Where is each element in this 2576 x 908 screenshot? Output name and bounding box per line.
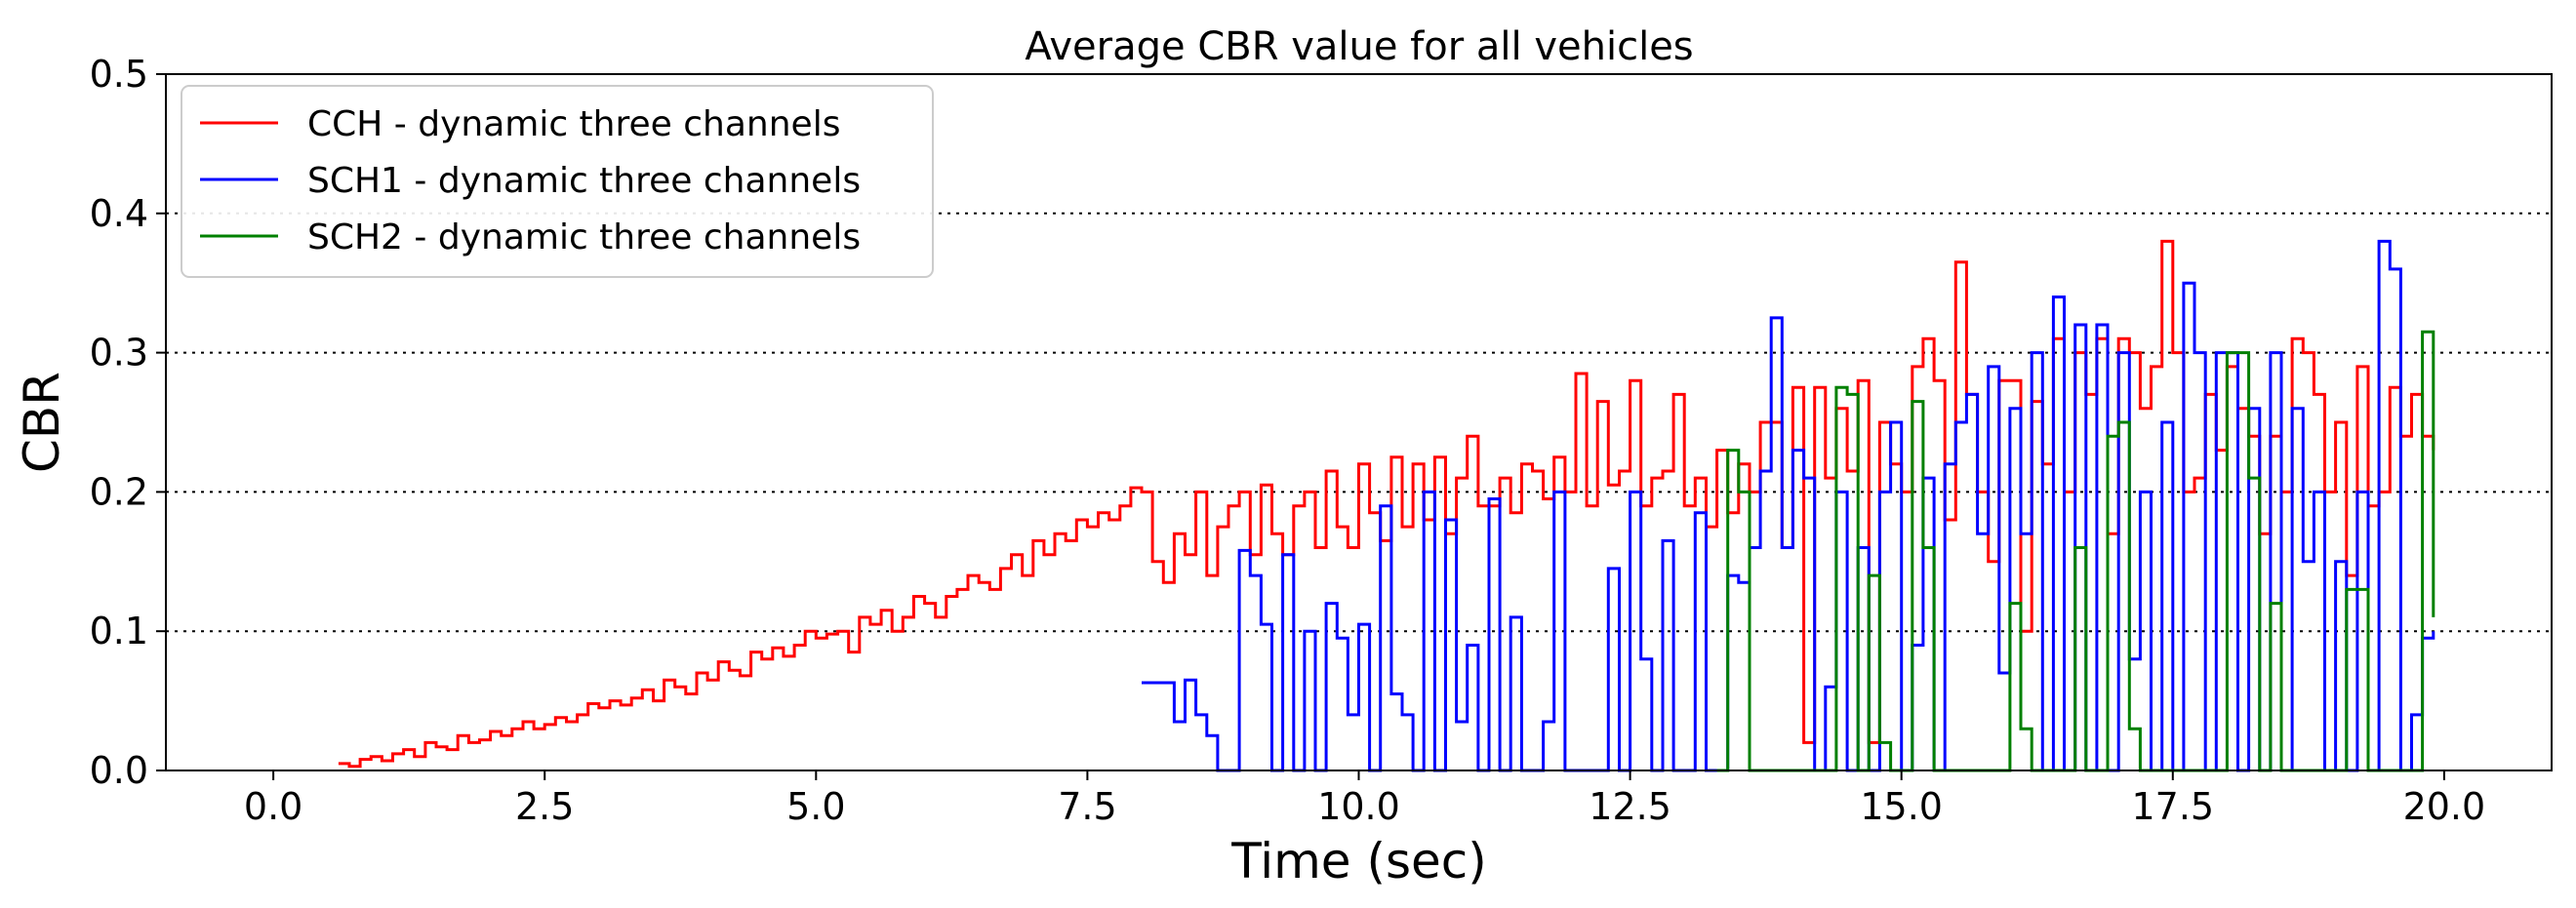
- series-sch1-line: [1142, 239, 2435, 772]
- x-tick-label: 20.0: [2403, 785, 2486, 828]
- y-tick-label: 0.4: [90, 192, 148, 235]
- legend-label-sch2: SCH2 - dynamic three channels: [307, 217, 861, 257]
- legend-label-cch: CCH - dynamic three channels: [307, 104, 840, 144]
- x-tick-label: 7.5: [1058, 785, 1116, 828]
- legend-box: [181, 85, 934, 278]
- x-tick-label: 5.0: [786, 785, 845, 828]
- x-tick-label: 15.0: [1860, 785, 1943, 828]
- legend: CCH - dynamic three channels SCH1 - dyna…: [181, 85, 934, 278]
- y-tick-label: 0.0: [90, 749, 148, 792]
- x-tick-label: 10.0: [1317, 785, 1400, 828]
- x-tick-label: 0.0: [244, 785, 302, 828]
- y-tick-label: 0.1: [90, 610, 148, 652]
- x-axis-label: Time (sec): [1230, 833, 1487, 889]
- y-axis-label: CBR: [14, 372, 70, 473]
- x-tick-label: 12.5: [1589, 785, 1671, 828]
- series-layer: [338, 239, 2435, 772]
- legend-label-sch1: SCH1 - dynamic three channels: [307, 161, 861, 201]
- x-tick-label: 17.5: [2131, 785, 2214, 828]
- y-tick-label: 0.5: [90, 53, 148, 96]
- axis-ticks: 0.0 2.5 5.0 7.5 10.0 12.5 15.0 17.5 20.0 0.0 0.1 0.…: [90, 53, 2486, 828]
- y-tick-label: 0.2: [90, 470, 148, 513]
- y-tick-label: 0.3: [90, 332, 148, 375]
- x-tick-label: 2.5: [515, 785, 574, 828]
- chart-title: Average CBR value for all vehicles: [1025, 24, 1693, 69]
